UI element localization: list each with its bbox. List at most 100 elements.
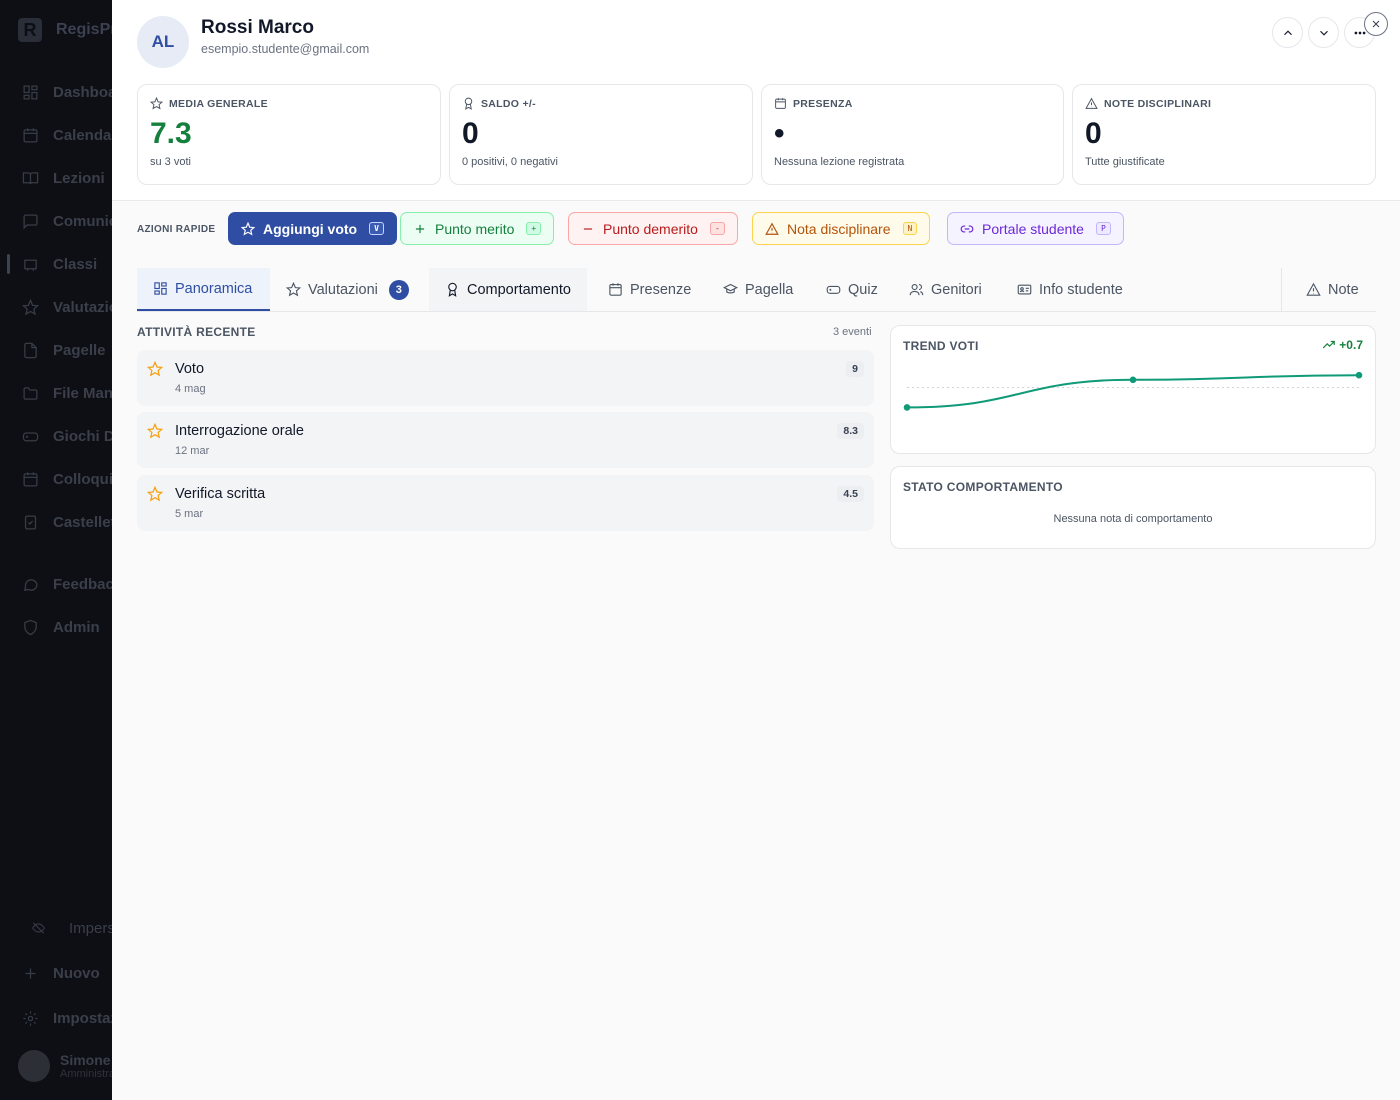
stat-label: SALDO +/- <box>462 97 740 110</box>
grade-value: 8.3 <box>837 423 864 439</box>
tab-note[interactable]: Note <box>1290 268 1375 311</box>
star-icon <box>147 423 163 439</box>
tab-genitori[interactable]: Genitori <box>893 268 998 311</box>
shortcut-key: P <box>1095 222 1111 235</box>
empty-state-text: Nessuna nota di comportamento <box>1053 513 1213 525</box>
student-portal-button[interactable]: Portale studente P <box>947 212 1124 245</box>
sidebar-item-nuovo[interactable]: Nuovo <box>0 959 112 987</box>
tab-quiz[interactable]: Quiz <box>810 268 894 311</box>
list-item[interactable]: Interrogazione orale 12 mar 8.3 <box>137 412 874 468</box>
add-grade-button[interactable]: Aggiungi voto V <box>228 212 397 245</box>
sidebar-item-giochi[interactable]: Giochi Didattici <box>0 422 112 450</box>
trend-title: TREND VOTI <box>903 339 979 353</box>
student-name: Rossi Marco <box>201 17 314 38</box>
sidebar-item-impersona[interactable]: Impersona <box>0 914 112 942</box>
stat-value: 7.3 <box>150 117 192 150</box>
sidebar-item-label: Colloqui <box>53 470 112 488</box>
stat-sub: Nessuna lezione registrata <box>774 156 905 168</box>
award-icon <box>448 282 457 297</box>
plus-icon <box>415 224 425 233</box>
shortcut-key: - <box>709 222 725 235</box>
sidebar-item-feedback[interactable]: Feedback <box>0 570 112 598</box>
stat-label: PRESENZA <box>774 97 1051 110</box>
tab-info-studente[interactable]: Info studente <box>1001 268 1139 311</box>
stat-sub: Tutte giustificate <box>1085 156 1165 168</box>
tab-label: Pagella <box>745 281 794 298</box>
button-label: Punto demerito <box>603 220 698 237</box>
button-label: Punto merito <box>435 220 515 237</box>
activity-title: Voto <box>175 361 205 377</box>
sidebar-item-label: Impostazioni <box>53 1009 112 1027</box>
sidebar-item-label: File Manager <box>53 384 112 402</box>
tab-panoramica[interactable]: Panoramica <box>137 268 270 311</box>
sidebar-item-dashboard[interactable]: Dashboard <box>0 78 112 106</box>
tab-label: Note <box>1328 281 1359 298</box>
sidebar-item-label: Admin <box>53 618 100 636</box>
more-icon <box>1354 31 1365 34</box>
list-item[interactable]: Voto 4 mag 9 <box>137 350 874 406</box>
sidebar: R RegisPr Dashboard Calendario Lezioni C… <box>0 0 112 1100</box>
tab-comportamento[interactable]: Comportamento <box>429 268 587 311</box>
report-icon <box>24 342 37 358</box>
shield-icon <box>24 619 37 635</box>
star-icon <box>147 486 163 502</box>
sidebar-item-castelletto[interactable]: Castelletto <box>0 508 112 536</box>
sidebar-item-file-manager[interactable]: File Manager <box>0 379 112 407</box>
brand-name: RegisPr <box>56 21 112 38</box>
book-icon <box>22 171 39 184</box>
tab-divider <box>1281 268 1282 311</box>
id-card-icon <box>1017 284 1032 295</box>
close-button[interactable] <box>1364 12 1388 36</box>
calendar-icon <box>609 283 622 296</box>
sidebar-item-lezioni[interactable]: Lezioni <box>0 164 112 192</box>
list-item[interactable]: Verifica scritta 5 mar 4.5 <box>137 475 874 531</box>
tab-pagella[interactable]: Pagella <box>707 268 809 311</box>
sidebar-item-impostazioni[interactable]: Impostazioni <box>0 1004 112 1032</box>
star-icon <box>147 361 163 377</box>
sidebar-item-classi[interactable]: Classi <box>0 250 112 278</box>
sidebar-item-pagelle[interactable]: Pagelle <box>0 336 112 364</box>
sidebar-item-label: Valutazioni <box>53 298 112 316</box>
tab-presenze[interactable]: Presenze <box>592 268 707 311</box>
sidebar-item-colloqui[interactable]: Colloqui <box>0 465 112 493</box>
sidebar-item-valutazioni[interactable]: Valutazioni <box>0 293 112 321</box>
stat-value: 0 <box>1085 117 1102 150</box>
previous-student-button[interactable] <box>1272 17 1303 48</box>
user-profile[interactable]: Simone Amministratore <box>18 1050 112 1082</box>
student-drawer: AL Rossi Marco esempio.studente@gmail.co… <box>112 0 1400 1100</box>
sidebar-item-calendario[interactable]: Calendario <box>0 121 112 149</box>
sidebar-item-label: Comunicazioni <box>53 212 112 230</box>
behavior-title: STATO COMPORTAMENTO <box>903 480 1063 494</box>
stat-label-text: SALDO +/- <box>481 97 536 110</box>
sidebar-item-admin[interactable]: Admin <box>0 613 112 641</box>
tab-label: Quiz <box>848 281 878 298</box>
star-icon <box>241 221 255 236</box>
calendar-icon <box>775 98 786 109</box>
sidebar-item-comunicazioni[interactable]: Comunicazioni <box>0 207 112 235</box>
shortcut-key: + <box>526 222 542 235</box>
stat-sub: 0 positivi, 0 negativi <box>462 156 558 168</box>
class-icon <box>24 259 37 271</box>
student-avatar: AL <box>137 16 189 68</box>
stat-card-presenza: PRESENZA • Nessuna lezione registrata <box>761 84 1064 185</box>
trend-chart <box>903 371 1363 411</box>
next-student-button[interactable] <box>1308 17 1339 48</box>
brand-logo: R RegisPr <box>18 18 112 42</box>
star-icon <box>22 298 39 315</box>
gamepad-icon <box>22 431 39 441</box>
stat-label: NOTE DISCIPLINARI <box>1085 97 1363 110</box>
warning-icon <box>765 222 779 235</box>
stat-label-text: NOTE DISCIPLINARI <box>1104 97 1212 110</box>
tab-valutazioni[interactable]: Valutazioni 3 <box>270 268 425 311</box>
stat-card-saldo: SALDO +/- 0 0 positivi, 0 negativi <box>449 84 753 185</box>
demerit-point-button[interactable]: Punto demerito - <box>568 212 738 245</box>
merit-point-button[interactable]: Punto merito + <box>400 212 555 245</box>
count-badge: 3 <box>388 279 409 300</box>
star-icon <box>286 282 301 297</box>
disciplinary-note-button[interactable]: Nota disciplinare N <box>752 212 931 245</box>
activity-date: 5 mar <box>175 508 204 520</box>
sidebar-item-label: Classi <box>53 255 98 273</box>
sidebar-item-label: Giochi Didattici <box>53 427 112 445</box>
activity-title: Interrogazione orale <box>175 423 304 439</box>
star-icon <box>150 97 163 110</box>
